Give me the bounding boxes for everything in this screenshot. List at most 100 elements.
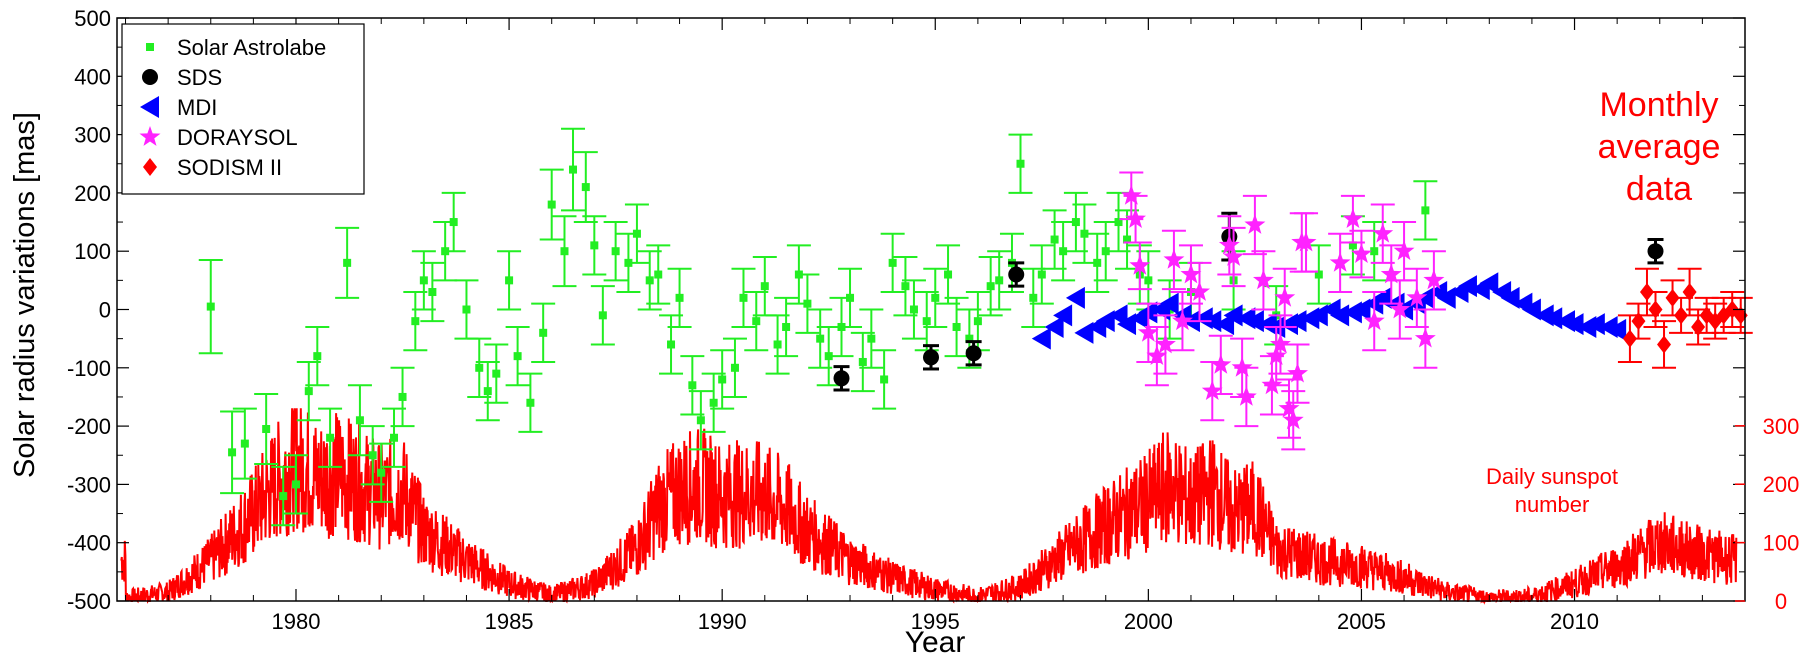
data-point bbox=[1421, 206, 1430, 215]
data-point bbox=[1114, 218, 1123, 227]
data-point bbox=[1585, 313, 1605, 336]
data-point bbox=[931, 293, 940, 302]
data-point bbox=[475, 363, 484, 372]
right-tick-label: 100 bbox=[1763, 531, 1800, 556]
y-tick-label: -100 bbox=[67, 356, 111, 381]
right-tick-label: 300 bbox=[1763, 414, 1800, 439]
data-point bbox=[1351, 243, 1372, 263]
axes-layer: 1980 1985 1990 1995 2000 2005 2010-500-400-300… bbox=[67, 6, 1799, 634]
data-point bbox=[1093, 258, 1102, 267]
data-point bbox=[888, 258, 897, 267]
sunspot-line bbox=[120, 408, 1738, 605]
data-point bbox=[1163, 248, 1185, 269]
data-point bbox=[944, 270, 953, 279]
data-point bbox=[206, 302, 215, 311]
data-point bbox=[1244, 214, 1266, 234]
data-point bbox=[858, 357, 867, 366]
legend-marker bbox=[142, 69, 158, 85]
data-point bbox=[1287, 310, 1307, 333]
data-point bbox=[1159, 292, 1179, 315]
data-point bbox=[1031, 327, 1051, 350]
data-point bbox=[1065, 286, 1085, 309]
data-point bbox=[718, 375, 727, 384]
y-tick-label: -400 bbox=[67, 531, 111, 556]
data-point bbox=[1406, 286, 1428, 307]
data-point bbox=[696, 416, 705, 425]
data-point bbox=[1123, 235, 1132, 244]
y-tick-label: -300 bbox=[67, 472, 111, 497]
data-point bbox=[449, 218, 458, 227]
right-tick-label: 200 bbox=[1763, 472, 1800, 497]
series-sodism-ii bbox=[1617, 267, 1753, 369]
data-point bbox=[1261, 374, 1283, 395]
legend-label: SDS bbox=[177, 65, 222, 90]
data-point bbox=[1172, 310, 1193, 331]
data-point bbox=[483, 387, 492, 396]
data-point bbox=[1314, 270, 1323, 279]
data-point bbox=[1180, 263, 1202, 284]
y-tick-label: -200 bbox=[67, 414, 111, 439]
data-point bbox=[1223, 304, 1243, 327]
x-axis-label: Year bbox=[905, 626, 966, 659]
legend-marker bbox=[140, 96, 159, 118]
y-tick-label: 200 bbox=[74, 181, 111, 206]
data-point bbox=[505, 276, 514, 285]
data-point bbox=[1146, 345, 1168, 365]
data-point bbox=[560, 247, 569, 256]
data-point bbox=[411, 317, 420, 326]
data-point bbox=[739, 293, 748, 302]
legend-label: MDI bbox=[177, 95, 217, 120]
legend-box bbox=[121, 23, 365, 195]
legend-label: Solar Astrolabe bbox=[177, 35, 326, 60]
data-point bbox=[1059, 247, 1068, 256]
legend-marker bbox=[146, 43, 154, 51]
data-point bbox=[462, 305, 471, 314]
data-point bbox=[240, 439, 249, 448]
data-point bbox=[1647, 243, 1664, 260]
data-point bbox=[1044, 315, 1064, 338]
data-point bbox=[1295, 231, 1317, 252]
x-tick-label: 2000 bbox=[1124, 609, 1173, 634]
data-point bbox=[965, 345, 982, 362]
data-point bbox=[1210, 353, 1232, 374]
data-point bbox=[1543, 307, 1563, 330]
data-point bbox=[1270, 333, 1291, 354]
data-point bbox=[1287, 362, 1308, 383]
data-point bbox=[377, 468, 386, 477]
data-point bbox=[1457, 275, 1477, 298]
data-point bbox=[923, 349, 939, 366]
data-point bbox=[632, 229, 641, 238]
data-point bbox=[1008, 266, 1025, 283]
data-point bbox=[1370, 247, 1379, 256]
data-point bbox=[279, 492, 288, 501]
right-tick-label: 0 bbox=[1775, 589, 1787, 614]
data-point bbox=[1037, 270, 1046, 279]
data-point bbox=[1050, 235, 1059, 244]
data-point bbox=[513, 352, 522, 361]
data-point bbox=[1278, 397, 1300, 418]
data-point bbox=[390, 433, 399, 442]
data-point bbox=[326, 433, 335, 442]
data-point bbox=[773, 340, 782, 349]
data-point bbox=[645, 276, 654, 285]
x-tick-label: 1980 bbox=[272, 609, 321, 634]
data-point bbox=[1657, 335, 1672, 354]
data-point bbox=[803, 299, 812, 308]
data-point bbox=[833, 370, 850, 387]
legend: Solar Astrolabe SDS MDI DORAYSOL SODISM II bbox=[121, 23, 365, 195]
x-tick-label: 1985 bbox=[485, 609, 534, 634]
data-point bbox=[1393, 240, 1415, 261]
data-point bbox=[752, 317, 761, 326]
data-point bbox=[1265, 345, 1287, 365]
data-point bbox=[398, 392, 407, 401]
data-point bbox=[1218, 234, 1240, 255]
data-point bbox=[313, 352, 322, 361]
data-point bbox=[1330, 304, 1350, 327]
legend-label: DORAYSOL bbox=[177, 125, 298, 150]
data-point bbox=[1080, 229, 1089, 238]
series-mdi bbox=[1031, 272, 1627, 350]
data-point bbox=[782, 322, 791, 331]
data-point bbox=[611, 247, 620, 256]
series-sds bbox=[833, 211, 1664, 392]
